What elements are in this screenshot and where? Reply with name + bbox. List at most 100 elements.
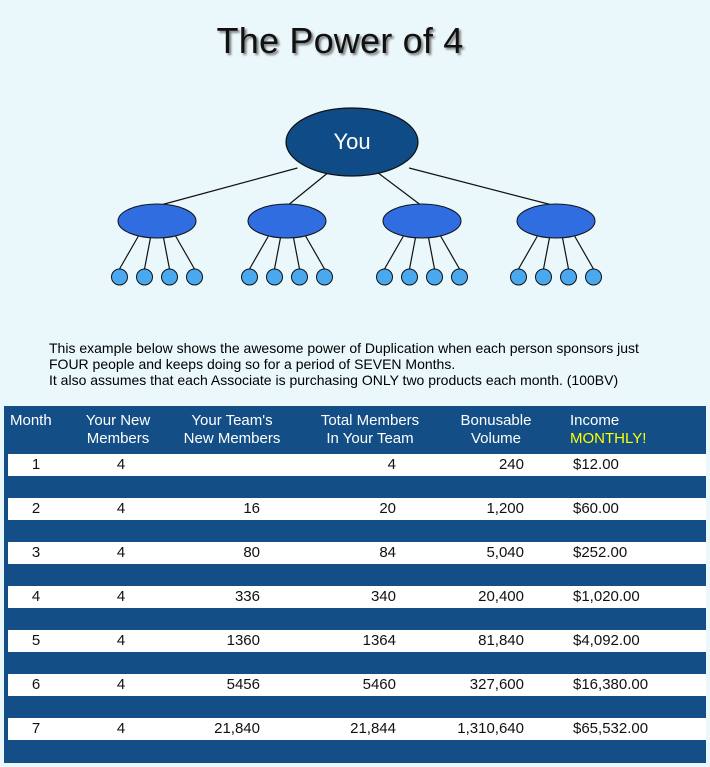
cell-new-members: 4 [116,544,126,561]
root-node [285,107,419,177]
table-row: 4 4 336 340 20,400 $1,020.00 [8,586,706,608]
cell-income: $1,020.00 [573,588,640,605]
cell-income: $16,380.00 [573,676,649,693]
cell-total-members: 4 [387,456,396,473]
page-title: The Power of 4 [216,20,464,61]
cell-volume: 1,310,640 [457,720,524,737]
leaf-node [426,268,443,286]
cell-month: 2 [31,500,41,517]
cell-month: 5 [31,632,41,649]
table-row: 3 4 80 84 5,040 $252.00 [8,542,706,564]
tree-connector [408,234,417,270]
tree-connector [286,167,335,207]
description-line-1: This example below shows the awesome pow… [49,340,639,356]
tree-connector [542,234,551,270]
leaf-node [291,268,308,286]
cell-income: $4,092.00 [573,632,640,649]
tree-connector [439,234,461,270]
tree-connector [174,234,196,270]
cell-total-members: 340 [370,588,396,605]
cell-total-members: 20 [379,500,396,517]
cell-month: 3 [31,544,41,561]
description-line-2: FOUR people and keeps doing so for a per… [49,356,456,372]
tree-connector [162,234,171,270]
leaf-node [186,268,203,286]
header-bonusable-volume: Bonusable Volume [460,412,532,447]
tree-connector [248,234,270,270]
cell-team-new-members: 5456 [226,676,260,693]
description: This example below shows the awesome pow… [49,340,689,388]
header-new-members: Your New Members [85,412,151,447]
cell-month: 6 [31,676,41,693]
cell-income: $65,532.00 [573,720,649,737]
tree-connector [573,234,595,270]
header-month: Month [10,412,52,429]
branch-node [382,203,462,239]
table-row: 6 4 5456 5460 327,600 $16,380.00 [8,674,706,696]
table-header: Month Your New Members Your Team's New Mem… [4,406,706,454]
leaf-node [111,268,128,286]
leaf-node [136,268,153,286]
leaf-node [241,268,258,286]
cell-month: 4 [31,588,41,605]
cell-volume: 81,840 [478,632,524,649]
cell-total-members: 84 [379,544,396,561]
tree-connector [517,234,539,270]
leaf-node [266,268,283,286]
table-row: 7 4 21,840 21,844 1,310,640 $65,532.00 [8,718,706,740]
cell-new-members: 4 [116,588,126,605]
cell-team-new-members: 1360 [226,632,260,649]
branch-node [516,203,596,239]
leaf-node [510,268,527,286]
cell-new-members: 4 [116,632,126,649]
header-income: Income MONTHLY! [570,412,647,447]
table-row: 5 4 1360 1364 81,840 $4,092.00 [8,630,706,652]
cell-volume: 20,400 [478,588,524,605]
leaf-node [316,268,333,286]
cell-income: $12.00 [573,456,619,473]
downline-tree-diagram: You [111,107,602,286]
leaf-node [451,268,468,286]
tree-connector [408,167,557,207]
branch-node [117,203,197,239]
cell-month: 7 [31,720,41,737]
cell-team-new-members: 80 [243,544,260,561]
leaf-node [401,268,418,286]
cell-team-new-members: 21,840 [214,720,260,737]
cell-team-new-members: 16 [243,500,260,517]
cell-volume: 1,200 [486,500,524,517]
tree-connector [383,234,405,270]
cell-month: 1 [31,456,41,473]
cell-volume: 5,040 [486,544,524,561]
cell-new-members: 4 [116,500,126,517]
cell-team-new-members: 336 [234,588,260,605]
growth-table: Month Your New Members Your Team's New Mem… [4,406,706,763]
cell-new-members: 4 [116,676,126,693]
cell-income: $252.00 [573,544,628,561]
tree-connector [304,234,326,270]
header-team-new-members: Your Team's New Members [183,412,281,447]
tree-connector [156,167,298,207]
branch-node [247,203,327,239]
cell-volume: 240 [498,456,524,473]
leaf-node [376,268,393,286]
tree-connector [118,234,140,270]
leaf-node [161,268,178,286]
description-line-3: It also assumes that each Associate is p… [49,372,619,388]
tree-connector [427,234,436,270]
cell-total-members: 1364 [362,632,396,649]
tree-connector [273,234,282,270]
tree-connector [143,234,152,270]
cell-income: $60.00 [573,500,619,517]
cell-volume: 327,600 [469,676,524,693]
leaf-node [535,268,552,286]
leaf-node [585,268,602,286]
root-node-label: You [333,129,370,154]
tree-connector [292,234,301,270]
cell-new-members: 4 [116,456,126,473]
leaf-node [560,268,577,286]
cell-total-members: 21,844 [350,720,396,737]
cell-new-members: 4 [116,720,126,737]
tree-connector [561,234,570,270]
table-row: 1 4 4 240 $12.00 [8,454,706,476]
